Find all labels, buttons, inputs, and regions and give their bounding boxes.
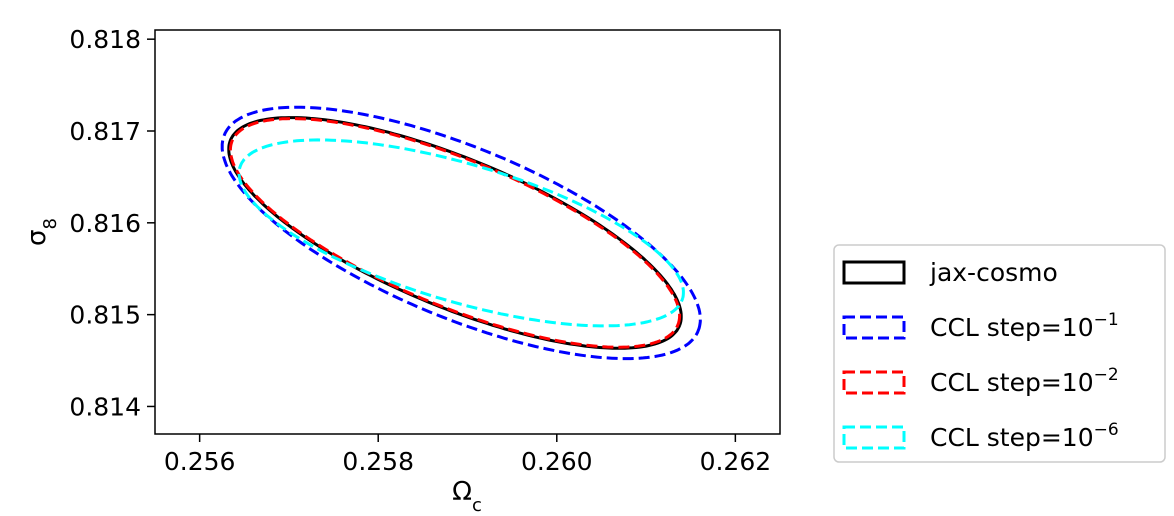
series-contour-3 [237,138,685,328]
x-tick-label: 0.258 [342,447,414,476]
legend-label-exponent: −6 [1094,420,1119,440]
x-tick-label: 0.256 [164,447,236,476]
legend-label-exponent: −2 [1094,365,1119,385]
legend-swatch-1 [842,315,906,340]
legend-label-text: jax-cosmo [929,258,1058,287]
series-contour-0 [227,116,683,350]
legend-label-text: CCL step=10 [930,313,1094,342]
y-tick-label: 0.818 [69,25,141,54]
legend-label-3: CCL step=10−6 [930,420,1119,452]
legend-label-1: CCL step=10−1 [930,310,1119,342]
plot-area [220,105,702,361]
series-contour-2 [228,117,682,349]
legend-label-2: CCL step=10−2 [930,365,1119,397]
x-axis-label: Ωc [452,477,482,516]
x-tick-label: 0.262 [700,447,772,476]
legend-label-text: CCL step=10 [930,423,1094,452]
ticks: 0.256 0.258 0.260 0.262 0.814 0.815 0.816 0.817… [69,25,771,476]
y-tick-label: 0.816 [69,209,141,238]
legend-label-0: jax-cosmo [929,258,1058,287]
y-tick-label: 0.815 [69,301,141,330]
legend-box [833,244,1166,463]
y-tick-label: 0.814 [69,392,141,421]
legend-label-text: CCL step=10 [930,368,1094,397]
y-axis-label: σ8 [22,218,61,246]
x-tick-label: 0.260 [521,447,593,476]
legend-swatch-2 [842,370,906,395]
axes-frame [154,29,781,435]
series-contour-1 [220,105,702,361]
legend-swatch-3 [842,425,906,450]
y-tick-label: 0.817 [69,117,141,146]
legend-swatch-0 [842,260,906,285]
legend-label-exponent: −1 [1094,310,1119,330]
